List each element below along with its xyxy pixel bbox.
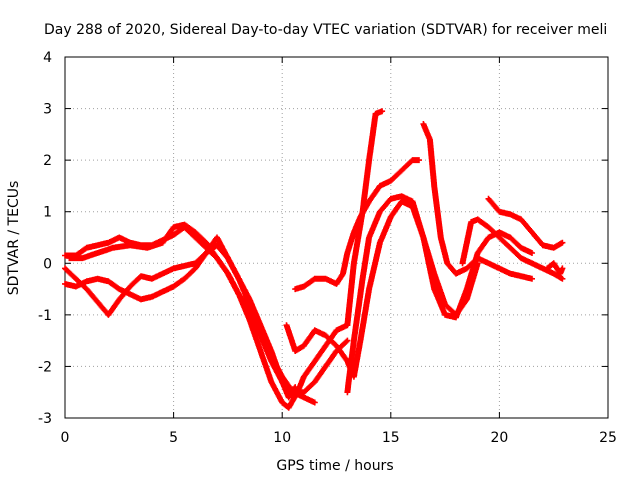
data-marker-trace: [283, 198, 481, 380]
x-tick-label: 15: [382, 430, 400, 446]
grid-lines: [65, 57, 608, 418]
series-track-k: [544, 260, 566, 277]
y-axis-label: SDTVAR / TECUs: [6, 181, 22, 296]
data-marker-trace: [544, 260, 566, 277]
data-marker-trace: [485, 195, 566, 251]
x-tick-label: 0: [61, 430, 70, 446]
data-marker-trace: [62, 108, 386, 411]
y-tick-label: 3: [43, 102, 52, 118]
tick-labels: 0 5 10 15 20 25 -3 -2 -1 0 1 2 3 4: [38, 50, 617, 446]
x-tick-label: 25: [599, 430, 617, 446]
series-track-a: [62, 108, 386, 411]
series-track-d: [66, 221, 318, 406]
series-track-g: [344, 193, 535, 396]
y-tick-label: -3: [38, 411, 52, 427]
y-tick-label: 2: [43, 153, 52, 169]
y-tick-label: -2: [38, 359, 52, 375]
axes: [64, 56, 609, 419]
series-track-b: [62, 242, 299, 401]
plot-frame: [64, 56, 609, 419]
data-marker-trace: [66, 221, 318, 406]
data-points: [62, 108, 566, 411]
data-marker-trace: [459, 216, 566, 282]
x-tick-label: 20: [490, 430, 508, 446]
data-marker-trace: [344, 193, 535, 396]
series-track-e: [292, 157, 422, 293]
x-tick-label: 5: [169, 430, 178, 446]
series-track-j: [459, 216, 566, 282]
y-tick-label: 0: [43, 256, 52, 272]
chart-title: Day 288 of 2020, Sidereal Day-to-day VTE…: [44, 22, 607, 38]
data-marker-trace: [292, 157, 422, 293]
y-tick-label: 1: [43, 205, 52, 221]
data-marker-trace: [62, 242, 299, 401]
series-track-f: [283, 198, 481, 380]
series-track-h: [420, 121, 535, 282]
y-tick-label: 4: [43, 50, 52, 66]
y-tick-label: -1: [38, 308, 52, 324]
x-tick-label: 10: [273, 430, 291, 446]
data-marker-trace: [420, 121, 535, 282]
series-track-i: [485, 195, 566, 251]
x-axis-label: GPS time / hours: [276, 458, 393, 474]
